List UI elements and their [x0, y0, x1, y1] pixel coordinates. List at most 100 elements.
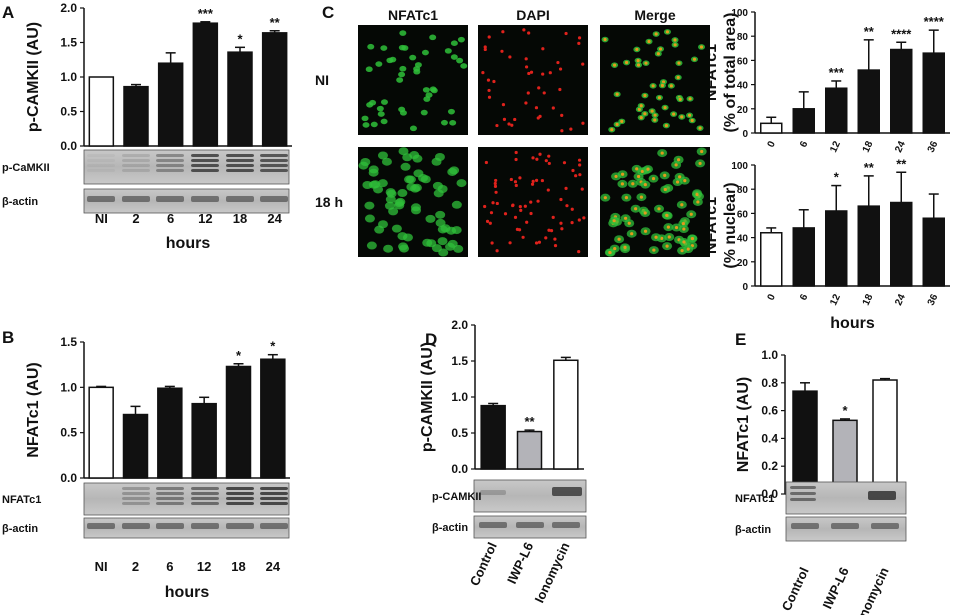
- nucleus: [537, 240, 542, 244]
- nucleus: [681, 221, 685, 226]
- cell: [438, 248, 449, 257]
- micrograph-merge-1: [600, 147, 710, 257]
- category-label: 0: [766, 292, 779, 302]
- y-tick-label: 0.0: [60, 139, 77, 153]
- blot-band: [156, 164, 184, 167]
- nucleus: [538, 152, 542, 156]
- cell: [377, 179, 388, 188]
- y-tick-label: 0.5: [60, 105, 77, 119]
- nucleus: [560, 129, 564, 133]
- nucleus: [541, 72, 545, 76]
- cell: [394, 201, 405, 210]
- blot-band: [122, 487, 150, 490]
- micrograph-dapi-1: [478, 147, 588, 257]
- cell: [366, 241, 377, 250]
- blot-band: [260, 169, 288, 172]
- cell: [451, 200, 462, 209]
- bar: [872, 379, 898, 495]
- nucleus: [637, 107, 641, 111]
- y-axis-label: NFATc1 (AU): [735, 377, 752, 472]
- nucleus: [581, 62, 585, 66]
- nucleus: [522, 28, 526, 32]
- y-tick-label: 0.6: [761, 404, 778, 418]
- nucleus: [643, 93, 647, 98]
- category-label: NI: [95, 211, 108, 226]
- chart-e: 0.0 0.2 0.4 0.6 0.8 1.0 NFATc1 (AU) Control * IWP…: [735, 348, 905, 615]
- nucleus: [646, 167, 650, 171]
- blot-band: [260, 159, 288, 162]
- category-label: 36: [926, 292, 941, 307]
- nucleus: [700, 149, 704, 154]
- nucleus: [654, 32, 658, 36]
- nucleus: [680, 249, 684, 253]
- y-tick-label: 100: [731, 8, 748, 19]
- bar: [825, 87, 848, 134]
- nucleus: [542, 91, 546, 95]
- category-label: 36: [926, 139, 941, 154]
- bar: [922, 52, 945, 134]
- nucleus: [560, 113, 564, 118]
- chart-a: 0.0 0.5 1.0 1.5 2.0 p-CAMKII (AU) NI 2 6 *** 12 * 18…: [25, 1, 292, 252]
- y-axis-label: NFATc1 (AU): [25, 362, 42, 457]
- nucleus: [530, 182, 535, 186]
- nucleus: [692, 57, 697, 61]
- cell: [451, 226, 462, 235]
- nucleus: [578, 163, 582, 167]
- cell: [364, 201, 375, 210]
- blot-band: [226, 164, 254, 167]
- significance-marker: ***: [198, 6, 214, 21]
- blot-band: [156, 523, 184, 529]
- y-axis-label: p-CAMKII (AU): [25, 22, 42, 132]
- blot-band: [191, 196, 219, 202]
- nucleus: [525, 220, 529, 224]
- y-tick-label: 1.5: [451, 354, 468, 368]
- micrograph-merge-0: [600, 25, 710, 135]
- blot-band: [191, 487, 219, 490]
- y-tick-label: 40: [737, 234, 749, 245]
- blot-band: [790, 486, 816, 489]
- cell: [421, 49, 429, 56]
- chart-b: 0.0 0.5 1.0 1.5 NFATc1 (AU) NI 2 6 12 * 18 * 24 hours: [25, 335, 290, 601]
- cell: [412, 154, 423, 163]
- nucleus: [529, 200, 533, 204]
- y-tick-label: 1.0: [451, 390, 468, 404]
- cell: [368, 165, 379, 174]
- y-tick-label: 0.8: [761, 376, 778, 390]
- blot-band: [868, 491, 896, 500]
- cell: [399, 110, 407, 116]
- y-tick-label: 0: [742, 282, 748, 293]
- cell: [398, 147, 409, 156]
- category-label: Ionomycin: [851, 565, 892, 615]
- micrograph-background: [478, 25, 588, 135]
- cell: [385, 195, 396, 204]
- blot-band: [191, 492, 219, 495]
- cell: [380, 45, 388, 51]
- nucleus: [643, 112, 647, 116]
- cell: [377, 151, 388, 160]
- blot-band: [191, 523, 219, 529]
- nucleus: [508, 241, 512, 245]
- bar: [825, 210, 848, 287]
- x-axis-label: hours: [166, 235, 211, 252]
- nucleus: [673, 38, 677, 42]
- western-blots: p-CaMKII β-actin NFATc1 β-actin p-CAMKII β-ac…: [2, 149, 907, 542]
- nucleus: [651, 177, 656, 181]
- bar: [260, 358, 286, 479]
- cell: [391, 224, 402, 233]
- micrograph-background: [478, 147, 588, 257]
- bar: [760, 122, 783, 134]
- bar: [760, 232, 783, 287]
- cell: [398, 71, 406, 78]
- category-label: NI: [95, 559, 108, 574]
- nucleus: [675, 180, 680, 184]
- nucleus: [639, 104, 643, 108]
- blot-band: [191, 154, 219, 157]
- nucleus: [483, 204, 487, 209]
- y-tick-label: 2.0: [60, 1, 77, 15]
- nucleus: [535, 157, 539, 161]
- nucleus: [654, 235, 658, 239]
- nucleus: [495, 201, 499, 206]
- bar: [225, 365, 252, 479]
- nucleus: [523, 204, 527, 208]
